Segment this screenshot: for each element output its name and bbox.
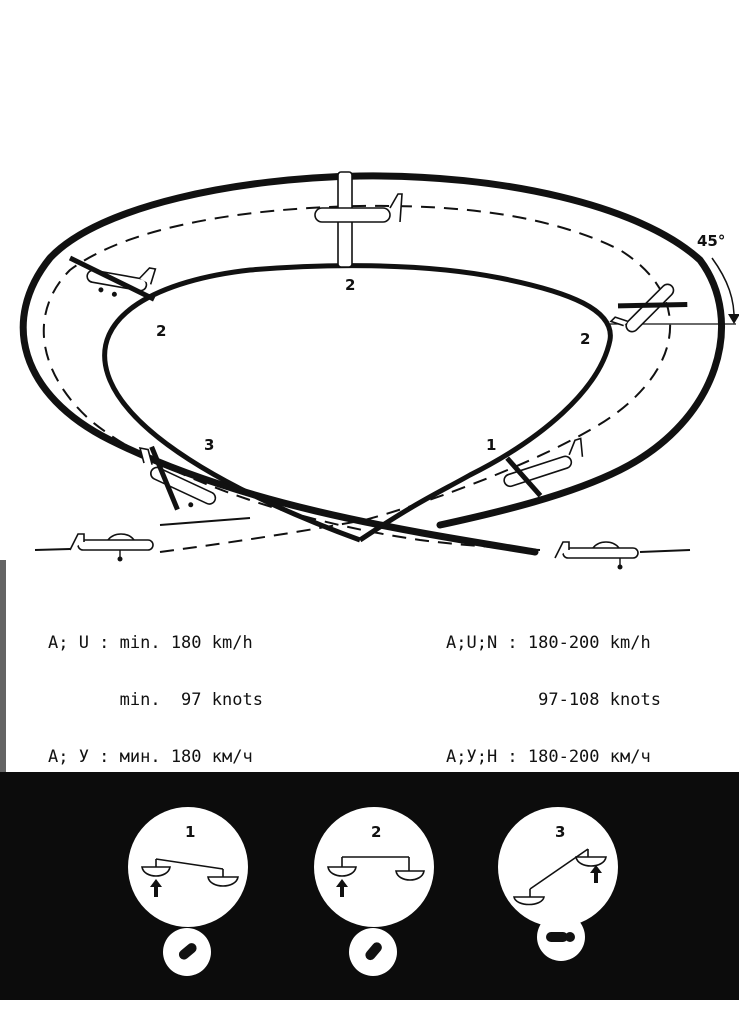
airplane-left-icon xyxy=(68,255,157,302)
indicator-1: 1 xyxy=(128,807,248,976)
indicator-3: 3 xyxy=(498,807,618,961)
spec-line: 97-108 knots xyxy=(446,690,661,710)
up-arrow-icon xyxy=(150,879,162,897)
inner-track xyxy=(102,263,613,543)
indicator-2: 2 xyxy=(314,807,434,976)
spec-line: A; U : min. 180 km/h xyxy=(48,633,253,653)
entry-line-right xyxy=(639,549,691,553)
position-label-top: 2 xyxy=(345,276,355,294)
airplane-top-icon xyxy=(314,171,403,268)
instrument-panel-art: 1 2 3 xyxy=(128,807,618,976)
airplane-bank-right-icon xyxy=(503,437,584,498)
airplane-right-icon xyxy=(609,283,688,333)
up-arrow-icon xyxy=(590,865,602,883)
position-label-start: 1 xyxy=(486,436,496,454)
up-arrow-icon xyxy=(336,879,348,897)
spec-line: A; У : мин. 180 км/ч xyxy=(48,747,253,767)
position-label-right: 2 xyxy=(580,330,590,348)
angle-arrow xyxy=(728,314,739,324)
airplane-entry-icon xyxy=(69,533,154,562)
airplane-bank-left-icon xyxy=(138,445,217,511)
instrument-panel: 1 2 3 xyxy=(0,772,739,1000)
spec-line: A;U;N : 180-200 km/h xyxy=(446,633,651,653)
indicator-label-2: 2 xyxy=(371,823,381,841)
position-label-left: 2 xyxy=(156,322,166,340)
exit-track xyxy=(159,517,251,526)
spec-line: A;У;H : 180-200 км/ч xyxy=(446,747,651,767)
scan-edge xyxy=(0,560,6,772)
spec-line: min. 97 knots xyxy=(48,690,263,710)
entry-line-left xyxy=(34,548,71,551)
outer-track-left xyxy=(19,172,725,556)
dashed-centerline xyxy=(42,204,672,553)
bank-angle-label: 45° xyxy=(697,232,725,250)
position-label-bank: 3 xyxy=(204,436,214,454)
indicator-label-1: 1 xyxy=(185,823,195,841)
airplane-exit-icon xyxy=(554,541,639,570)
indicator-label-3: 3 xyxy=(555,823,565,841)
speed-specs-right: A;U;N : 180-200 km/h 97-108 knots A;У;H … xyxy=(446,596,661,786)
